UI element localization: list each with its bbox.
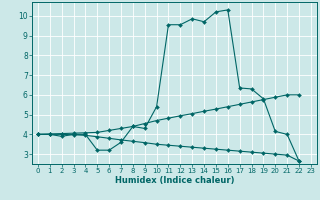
X-axis label: Humidex (Indice chaleur): Humidex (Indice chaleur) xyxy=(115,176,234,185)
